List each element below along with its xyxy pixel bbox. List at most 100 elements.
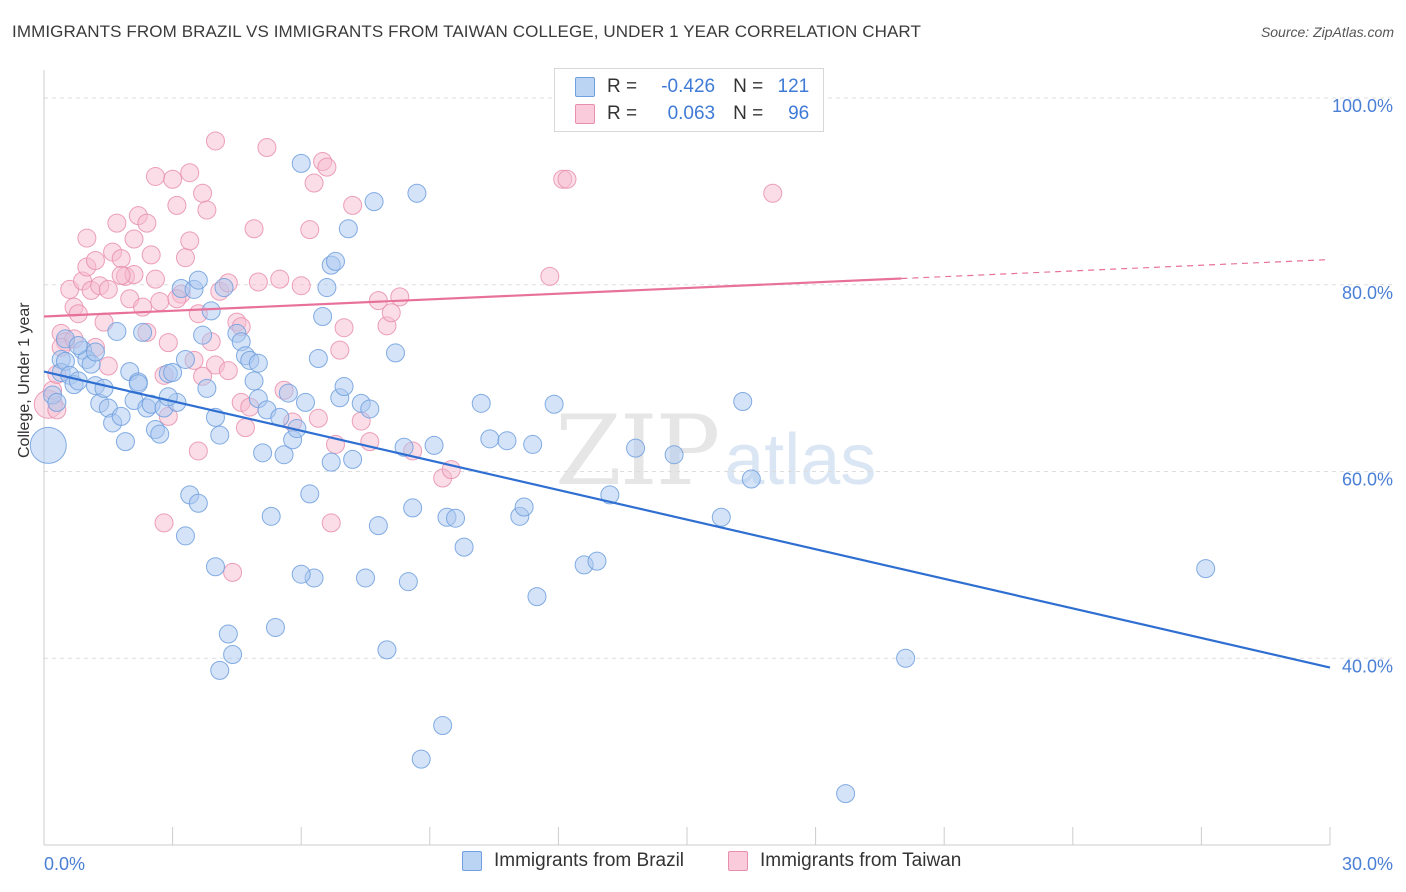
trend-line-extension-taiwan (901, 258, 1331, 280)
brazil-point (480, 429, 500, 449)
brazil-point (223, 645, 243, 665)
brazil-point (741, 469, 761, 489)
brazil-point (313, 307, 333, 327)
taiwan-point (223, 562, 243, 582)
tick-labels: 40.0% 60.0% 80.0% 100.0% 0.0% 30.0% (44, 96, 1393, 874)
taiwan-point (334, 318, 354, 338)
brazil-point (523, 434, 543, 454)
taiwan-point (77, 228, 97, 248)
trend-lines (43, 258, 1331, 669)
brazil-point (454, 537, 474, 557)
brazil-point (317, 278, 337, 298)
taiwan-point (304, 173, 324, 193)
brazil-point (47, 392, 67, 412)
brazil-point (664, 445, 684, 465)
legend-n-label: N = (733, 103, 764, 124)
taiwan-point (218, 361, 238, 381)
taiwan-point (321, 513, 341, 533)
brazil-point (896, 648, 916, 668)
brazil-point (291, 153, 311, 173)
brazil-point (360, 399, 380, 419)
trend-line-brazil (43, 370, 1331, 669)
brazil-point (210, 660, 230, 680)
taiwan-point (163, 169, 183, 189)
brazil-point (193, 325, 213, 345)
x-tick-label: 30.0% (1342, 854, 1393, 874)
taiwan-point (257, 138, 277, 157)
legend-row-brazil: R = -0.426 N = 121 (575, 75, 809, 99)
brazil-point (403, 498, 423, 518)
taiwan-point (270, 269, 290, 289)
x-tick-label: 0.0% (44, 854, 85, 874)
source-label: Source: ZipAtlas.com (1260, 24, 1394, 40)
legend-n-value: 121 (777, 76, 810, 97)
taiwan-point (291, 276, 311, 296)
brazil-point (308, 349, 328, 369)
brazil-point (407, 183, 427, 203)
brazil-point (158, 387, 178, 407)
brazil-point (85, 342, 105, 362)
taiwan-point (107, 213, 127, 233)
taiwan-point (317, 157, 337, 177)
taiwan-point (158, 333, 178, 353)
brazil-point (107, 321, 127, 341)
axes (43, 70, 1331, 846)
brazil-point (218, 624, 238, 644)
correlation-legend: R = -0.426 N = 121 R = 0.063 N = 96 (554, 68, 824, 132)
brazil-point (253, 443, 273, 463)
taiwan-point (180, 163, 200, 183)
brazil-point (175, 526, 195, 546)
brazil-point (214, 278, 234, 298)
brazil-point (321, 452, 341, 472)
brazil-points (29, 153, 1216, 804)
brazil-point (300, 484, 320, 504)
legend-row-taiwan: R = 0.063 N = 96 (575, 102, 809, 126)
taiwan-point (188, 441, 208, 461)
brazil-point (278, 383, 298, 403)
legend-r-value: 0.063 (667, 103, 716, 124)
brazil-point (244, 371, 264, 391)
brazil-point (471, 393, 491, 413)
brazil-point (836, 784, 856, 804)
brazil-point (356, 568, 375, 588)
brazil-point (133, 322, 153, 342)
brazil-point (411, 749, 431, 769)
bottom-swatch-brazil (462, 851, 482, 871)
taiwan-point (540, 266, 560, 286)
taiwan-point (98, 356, 118, 376)
taiwan-point (248, 272, 268, 292)
brazil-point (201, 301, 221, 321)
taiwan-point (150, 292, 170, 312)
brazil-point (527, 587, 547, 607)
taiwan-point (145, 269, 165, 289)
brazil-point (68, 335, 88, 355)
brazil-point (291, 564, 311, 584)
taiwan-point (141, 245, 161, 265)
legend-r-value: -0.426 (661, 76, 716, 97)
bottom-legend-brazil: Immigrants from Brazil (462, 850, 684, 872)
brazil-point (733, 391, 753, 411)
y-tick-label: 80.0% (1342, 283, 1393, 303)
legend-swatch-taiwan (575, 104, 595, 124)
taiwan-point (763, 183, 783, 203)
taiwan-point (111, 265, 131, 285)
brazil-point (398, 572, 418, 592)
taiwan-point (167, 195, 187, 215)
brazil-point (197, 378, 217, 398)
brazil-point (205, 557, 225, 577)
taiwan-point (390, 287, 410, 307)
taiwan-point (330, 340, 350, 360)
brazil-point (368, 516, 388, 536)
brazil-point (128, 374, 148, 394)
brazil-point (424, 435, 444, 455)
legend-swatch-brazil (575, 77, 595, 97)
brazil-point (274, 445, 294, 465)
taiwan-point (244, 219, 264, 239)
bottom-legend-brazil-label: Immigrants from Brazil (494, 850, 685, 871)
brazil-point (446, 508, 466, 528)
bottom-swatch-taiwan (728, 851, 748, 871)
brazil-point (394, 437, 414, 457)
brazil-point (377, 640, 397, 660)
y-axis-label: College, Under 1 year (16, 302, 33, 458)
taiwan-point (154, 513, 174, 533)
